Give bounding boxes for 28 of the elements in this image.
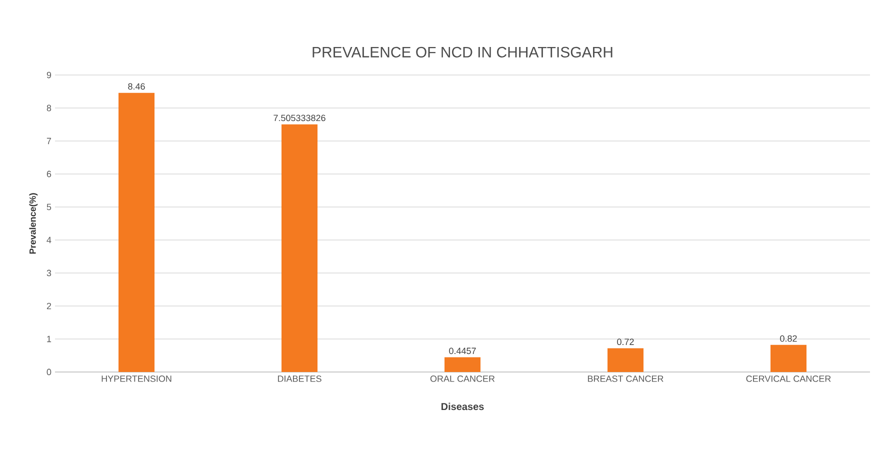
y-tick-label: 1 xyxy=(47,336,52,342)
data-label: 0.82 xyxy=(780,335,797,342)
y-tick-label: 0 xyxy=(46,368,52,376)
bar xyxy=(770,344,806,372)
data-label: 0.4457 xyxy=(449,348,476,354)
y-axis-title: Prevalence(%) xyxy=(29,193,38,254)
y-tick-label: 2 xyxy=(46,302,52,310)
x-tick-label: DIABETES xyxy=(278,376,322,382)
bar xyxy=(282,124,318,372)
x-axis-title: Diseases xyxy=(441,402,484,410)
y-tick-label: 6 xyxy=(46,170,52,178)
x-tick-label: HYPERTENSION xyxy=(102,376,172,382)
data-label: 7.505333826 xyxy=(274,114,326,122)
y-tick-label: 3 xyxy=(46,270,52,276)
x-tick-label: CERVICAL CANCER xyxy=(746,376,831,382)
data-label: 8.46 xyxy=(128,83,145,90)
x-tick-label: ORAL CANCER xyxy=(430,376,495,382)
y-tick-label: 8 xyxy=(46,104,52,112)
data-label: 0.72 xyxy=(617,338,634,346)
x-tick-label: BREAST CANCER xyxy=(588,376,664,382)
y-tick-label: 7 xyxy=(46,138,52,144)
y-tick-label: 5 xyxy=(46,204,52,210)
y-tick-label: 4 xyxy=(46,236,52,244)
bar xyxy=(608,348,644,372)
y-tick-label: 9 xyxy=(46,72,52,78)
bar xyxy=(118,92,155,372)
bar xyxy=(444,357,480,372)
chart-title: PREVALENCE OF NCD IN CHHATTISGARH xyxy=(312,46,612,58)
